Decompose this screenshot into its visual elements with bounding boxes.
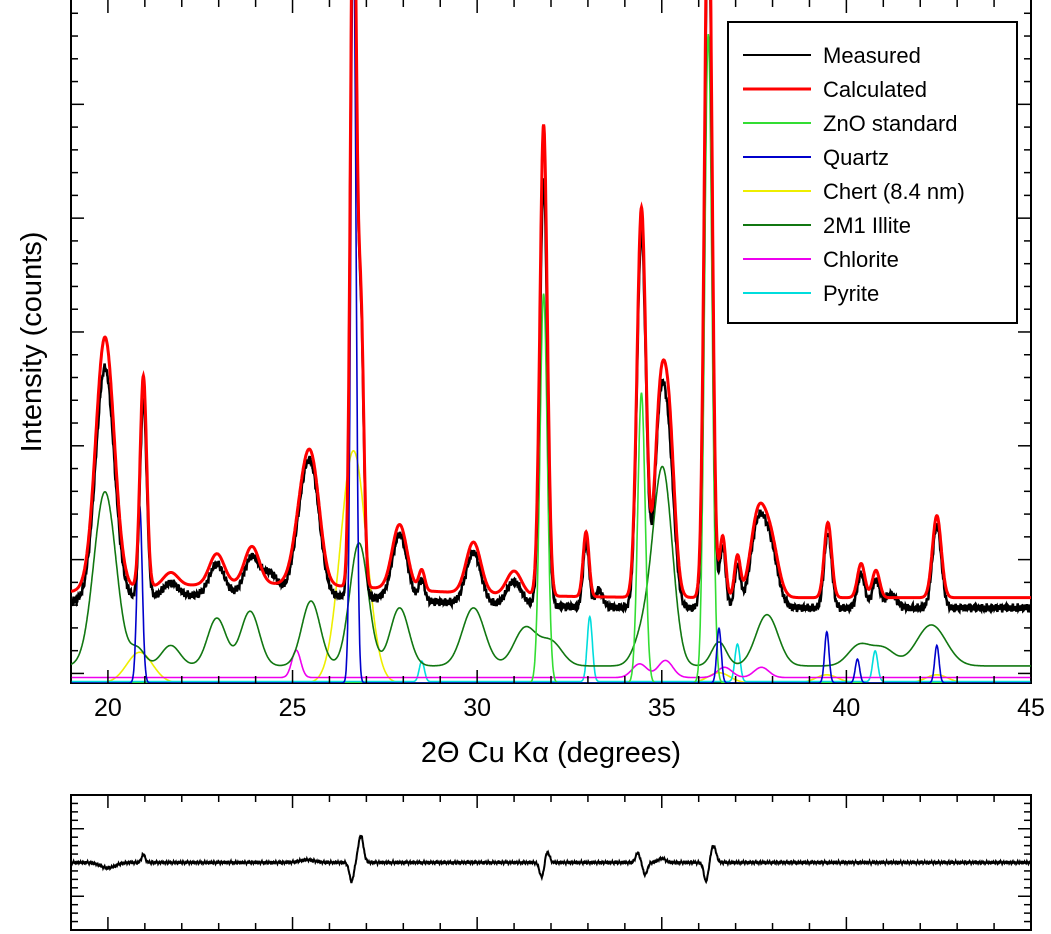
legend-entry: Quartz [743,145,889,170]
legend-entry: Pyrite [743,281,879,306]
series-line-zno-standard [71,34,1031,683]
x-tick-label: 35 [648,694,676,722]
x-tick-label: 30 [463,694,491,722]
legend-entry: ZnO standard [743,111,958,136]
legend-entry: Chert (8.4 nm) [743,179,965,204]
legend-label: Chert (8.4 nm) [823,179,965,204]
x-axis-title: 2Θ Cu Kα (degrees) [421,737,681,769]
x-tick-label: 45 [1017,694,1045,722]
difference-curve [71,834,1031,885]
series-line-chlorite [71,649,1031,679]
legend-entry: Chlorite [743,247,899,272]
legend-entry: 2M1 Illite [743,213,911,238]
legend: Measured Calculated ZnO standard Quartz Cher… [727,21,1018,324]
legend-label: 2M1 Illite [823,213,911,238]
x-tick-label: 20 [94,694,122,722]
residual-plot-ticks [70,794,1032,931]
residual-plot-series [71,834,1031,885]
legend-label: Chlorite [823,247,899,272]
legend-label: Calculated [823,77,927,102]
legend-label: ZnO standard [823,111,958,136]
legend-label: Measured [823,43,921,68]
series-line-calculated [71,0,1031,600]
y-axis-title: Intensity (counts) [16,232,48,453]
legend-box [727,21,1018,324]
legend-entry: Calculated [743,77,927,102]
main-plot-ticks [70,0,1032,683]
x-tick-label: 25 [279,694,307,722]
x-tick-labels: 20 25 30 35 40 45 [94,694,1045,722]
legend-label: Pyrite [823,281,879,306]
legend-entry: Measured [743,43,921,68]
legend-label: Quartz [823,145,889,170]
main-plot-series [71,0,1031,683]
x-tick-label: 40 [832,694,860,722]
